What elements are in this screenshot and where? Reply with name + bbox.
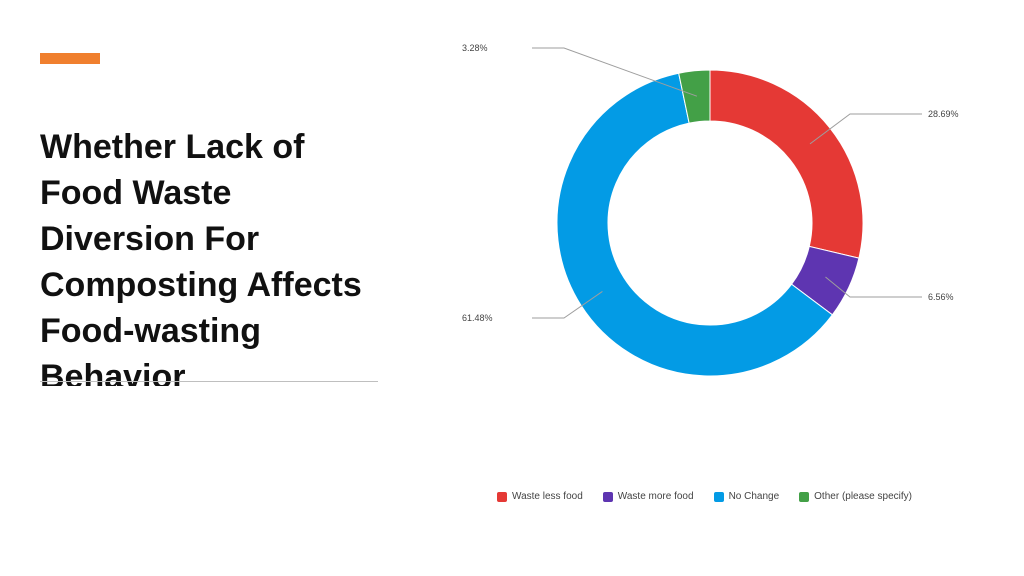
donut-slice-3 — [678, 69, 711, 124]
legend-item-no-change: No Change — [713, 491, 780, 502]
donut-chart: 28.69% 6.56% 61.48% 3.28% — [462, 43, 959, 377]
legend-label: Waste less food — [512, 491, 583, 502]
legend-label: Other (please specify) — [814, 491, 912, 502]
leader-line-1 — [825, 276, 922, 298]
slide-title: Whether Lack of Food Waste Diversion For… — [40, 124, 400, 386]
data-label-3: 3.28% — [462, 43, 488, 53]
title-line-1: Whether Lack of — [40, 128, 305, 166]
data-label-0: 28.69% — [928, 109, 959, 119]
donut-slice-2 — [556, 72, 834, 377]
legend-item-waste-more: Waste more food — [602, 491, 694, 502]
legend-swatch — [713, 491, 724, 502]
title-line-3: Diversion For — [40, 220, 260, 258]
legend-label: Waste more food — [617, 491, 694, 502]
title-line-5: Food-wasting — [40, 312, 261, 350]
accent-bar — [40, 53, 100, 64]
leader-line-0 — [809, 113, 922, 145]
leader-line-3 — [532, 47, 698, 97]
legend-swatch — [497, 491, 507, 502]
legend-swatch — [602, 491, 613, 502]
legend-item-other: Other (please specify) — [799, 491, 912, 502]
chart-legend: Waste less food Waste more food No Chang… — [497, 491, 932, 502]
leader-line-2 — [532, 291, 603, 319]
donut-slice-0 — [709, 69, 864, 259]
title-underline — [40, 381, 378, 382]
legend-swatch — [799, 491, 810, 502]
legend-label: No Change — [728, 491, 780, 502]
data-label-2: 61.48% — [462, 313, 493, 323]
data-label-1: 6.56% — [928, 292, 954, 302]
legend-item-waste-less: Waste less food — [497, 491, 583, 502]
title-line-2: Food Waste — [40, 174, 232, 212]
title-line-4: Composting Affects — [40, 266, 362, 304]
